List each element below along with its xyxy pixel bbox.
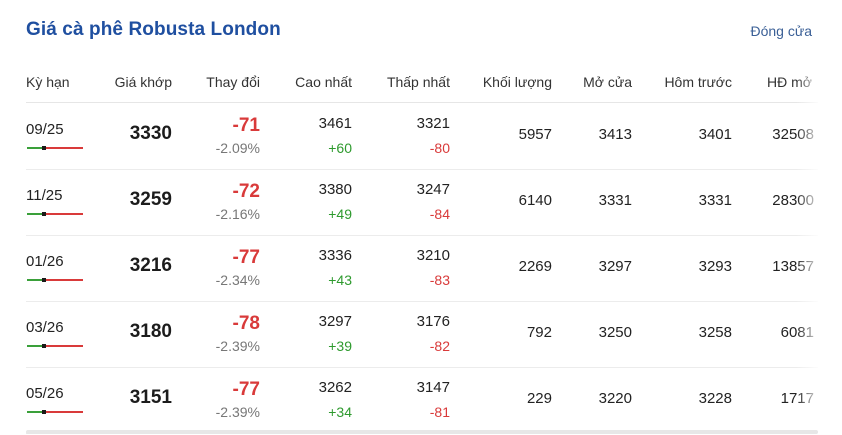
price-table: Kỳ hạn Giá khớp Thay đổi Cao nhất Thấp n…: [26, 62, 818, 435]
open-price: 3250: [598, 324, 632, 341]
low-delta: -82: [429, 338, 450, 354]
price-change: -72: [232, 181, 260, 202]
high-delta: +43: [328, 272, 352, 288]
table-row[interactable]: 05/26 3151 -77 -2.39% 3262 +34 3147 -81 229 3220 3…: [26, 367, 818, 434]
match-price: 3180: [129, 321, 172, 342]
page-header: Giá cà phê Robusta London Đóng cửa: [0, 0, 842, 62]
range-up-segment: [27, 147, 44, 149]
range-indicator: [27, 410, 83, 414]
horizontal-scrollbar[interactable]: [26, 430, 818, 434]
price-change-percent: -2.39%: [215, 338, 260, 354]
high-delta: +34: [328, 404, 352, 420]
contract-term: 09/25: [26, 121, 64, 138]
high-price: 3336: [318, 247, 352, 264]
price-change-percent: -2.34%: [215, 272, 260, 288]
high-delta: +49: [328, 206, 352, 222]
scroll-fade: [796, 62, 818, 435]
low-delta: -84: [429, 206, 450, 222]
column-header-low: Thấp nhất: [386, 74, 450, 90]
low-price: 3247: [416, 181, 450, 198]
range-marker: [42, 212, 46, 216]
contract-term: 03/26: [26, 319, 64, 336]
low-delta: -80: [429, 140, 450, 156]
low-delta: -83: [429, 272, 450, 288]
range-indicator: [27, 278, 83, 282]
range-up-segment: [27, 213, 44, 215]
column-header-high: Cao nhất: [295, 74, 352, 90]
high-price: 3380: [318, 181, 352, 198]
volume: 229: [526, 390, 552, 407]
match-price: 3216: [129, 255, 172, 276]
low-price: 3210: [416, 247, 450, 264]
column-header-term: Kỳ hạn: [26, 74, 70, 90]
volume: 5957: [518, 126, 552, 143]
column-header-change: Thay đổi: [206, 74, 260, 90]
contract-term: 05/26: [26, 385, 64, 402]
previous-close: 3293: [698, 258, 732, 275]
price-change-percent: -2.09%: [215, 140, 260, 156]
high-price: 3297: [318, 313, 352, 330]
price-change: -77: [232, 247, 260, 268]
table-row[interactable]: 03/26 3180 -78 -2.39% 3297 +39 3176 -82 792 3250 3…: [26, 301, 818, 368]
page-title: Giá cà phê Robusta London: [26, 19, 281, 40]
price-change: -71: [232, 115, 260, 136]
range-indicator: [27, 146, 83, 150]
range-marker: [42, 344, 46, 348]
table-header: Kỳ hạn Giá khớp Thay đổi Cao nhất Thấp n…: [26, 62, 818, 103]
low-price: 3147: [416, 379, 450, 396]
volume: 2269: [518, 258, 552, 275]
contract-term: 11/25: [26, 187, 63, 204]
high-price: 3262: [318, 379, 352, 396]
high-delta: +60: [328, 140, 352, 156]
previous-close: 3331: [698, 192, 732, 209]
price-change-percent: -2.16%: [215, 206, 260, 222]
range-up-segment: [27, 345, 44, 347]
table-row[interactable]: 11/25 3259 -72 -2.16% 3380 +49 3247 -84 6140 3331…: [26, 169, 818, 236]
contract-term: 01/26: [26, 253, 64, 270]
volume: 6140: [518, 192, 552, 209]
column-header-prev: Hôm trước: [664, 74, 732, 90]
match-price: 3259: [129, 189, 172, 210]
table-row[interactable]: 01/26 3216 -77 -2.34% 3336 +43 3210 -83 2269 3297…: [26, 235, 818, 302]
price-change: -77: [232, 379, 260, 400]
match-price: 3330: [129, 123, 172, 144]
column-header-price: Giá khớp: [114, 74, 172, 90]
match-price: 3151: [129, 387, 172, 408]
low-delta: -81: [429, 404, 450, 420]
range-marker: [42, 278, 46, 282]
previous-close: 3401: [698, 126, 732, 143]
range-marker: [42, 146, 46, 150]
market-status: Đóng cửa: [750, 23, 812, 39]
previous-close: 3258: [698, 324, 732, 341]
range-indicator: [27, 212, 83, 216]
column-header-volume: Khối lượng: [482, 74, 552, 90]
low-price: 3176: [416, 313, 450, 330]
price-change-percent: -2.39%: [215, 404, 260, 420]
low-price: 3321: [416, 115, 450, 132]
open-price: 3331: [598, 192, 632, 209]
range-up-segment: [27, 411, 44, 413]
range-up-segment: [27, 279, 44, 281]
open-price: 3220: [598, 390, 632, 407]
previous-close: 3228: [698, 390, 732, 407]
price-change: -78: [232, 313, 260, 334]
table-row[interactable]: 09/25 3330 -71 -2.09% 3461 +60 3321 -80 5957 3413…: [26, 103, 818, 170]
range-indicator: [27, 344, 83, 348]
range-marker: [42, 410, 46, 414]
high-delta: +39: [328, 338, 352, 354]
volume: 792: [526, 324, 552, 341]
open-price: 3297: [598, 258, 632, 275]
open-price: 3413: [598, 126, 632, 143]
column-header-open: Mở cửa: [583, 74, 632, 90]
high-price: 3461: [318, 115, 352, 132]
